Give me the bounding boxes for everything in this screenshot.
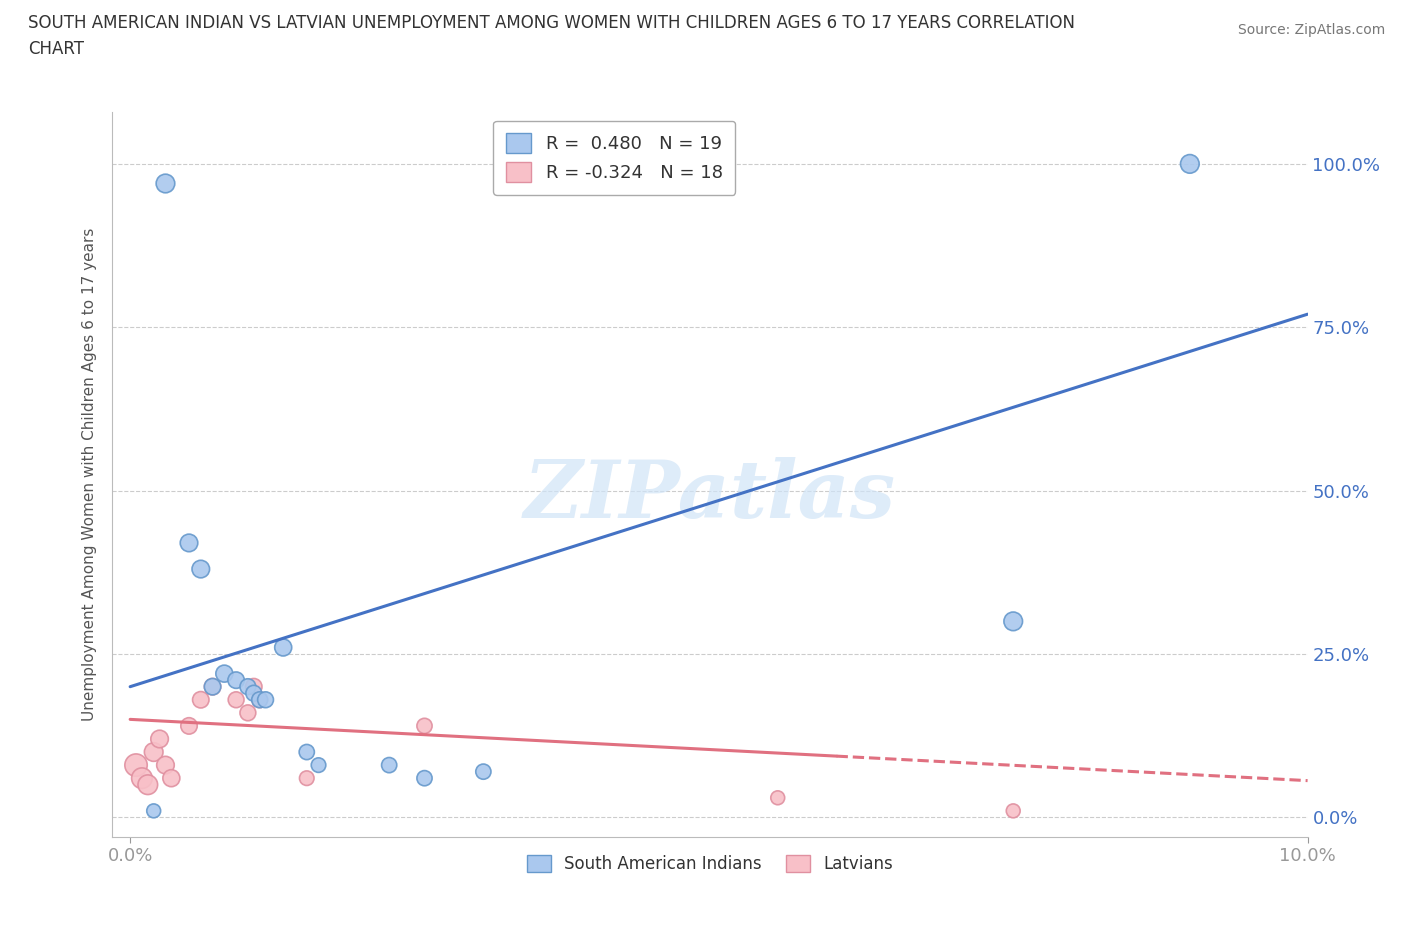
- Point: [177, 536, 200, 551]
- Point: [242, 679, 264, 694]
- Point: [766, 790, 789, 805]
- Point: [125, 758, 148, 773]
- Point: [177, 719, 200, 734]
- Point: [225, 692, 247, 707]
- Legend: South American Indians, Latvians: South American Indians, Latvians: [520, 848, 900, 880]
- Point: [131, 771, 153, 786]
- Point: [201, 679, 224, 694]
- Point: [254, 692, 277, 707]
- Point: [214, 666, 236, 681]
- Point: [249, 692, 271, 707]
- Text: ZIPatlas: ZIPatlas: [524, 458, 896, 535]
- Point: [148, 732, 170, 747]
- Point: [271, 640, 294, 655]
- Point: [201, 679, 224, 694]
- Y-axis label: Unemployment Among Women with Children Ages 6 to 17 years: Unemployment Among Women with Children A…: [82, 228, 97, 721]
- Point: [190, 692, 212, 707]
- Point: [378, 758, 401, 773]
- Point: [308, 758, 330, 773]
- Point: [242, 685, 264, 700]
- Point: [413, 771, 436, 786]
- Point: [295, 771, 318, 786]
- Point: [413, 719, 436, 734]
- Point: [1178, 156, 1201, 171]
- Point: [142, 804, 165, 818]
- Point: [236, 679, 259, 694]
- Point: [295, 745, 318, 760]
- Point: [155, 176, 177, 191]
- Point: [249, 692, 271, 707]
- Point: [155, 758, 177, 773]
- Point: [225, 672, 247, 687]
- Text: SOUTH AMERICAN INDIAN VS LATVIAN UNEMPLOYMENT AMONG WOMEN WITH CHILDREN AGES 6 T: SOUTH AMERICAN INDIAN VS LATVIAN UNEMPLO…: [28, 14, 1076, 59]
- Point: [190, 562, 212, 577]
- Point: [142, 745, 165, 760]
- Text: Source: ZipAtlas.com: Source: ZipAtlas.com: [1237, 23, 1385, 37]
- Point: [472, 764, 495, 779]
- Point: [1002, 614, 1025, 629]
- Point: [160, 771, 183, 786]
- Point: [236, 705, 259, 720]
- Point: [1002, 804, 1025, 818]
- Point: [136, 777, 159, 792]
